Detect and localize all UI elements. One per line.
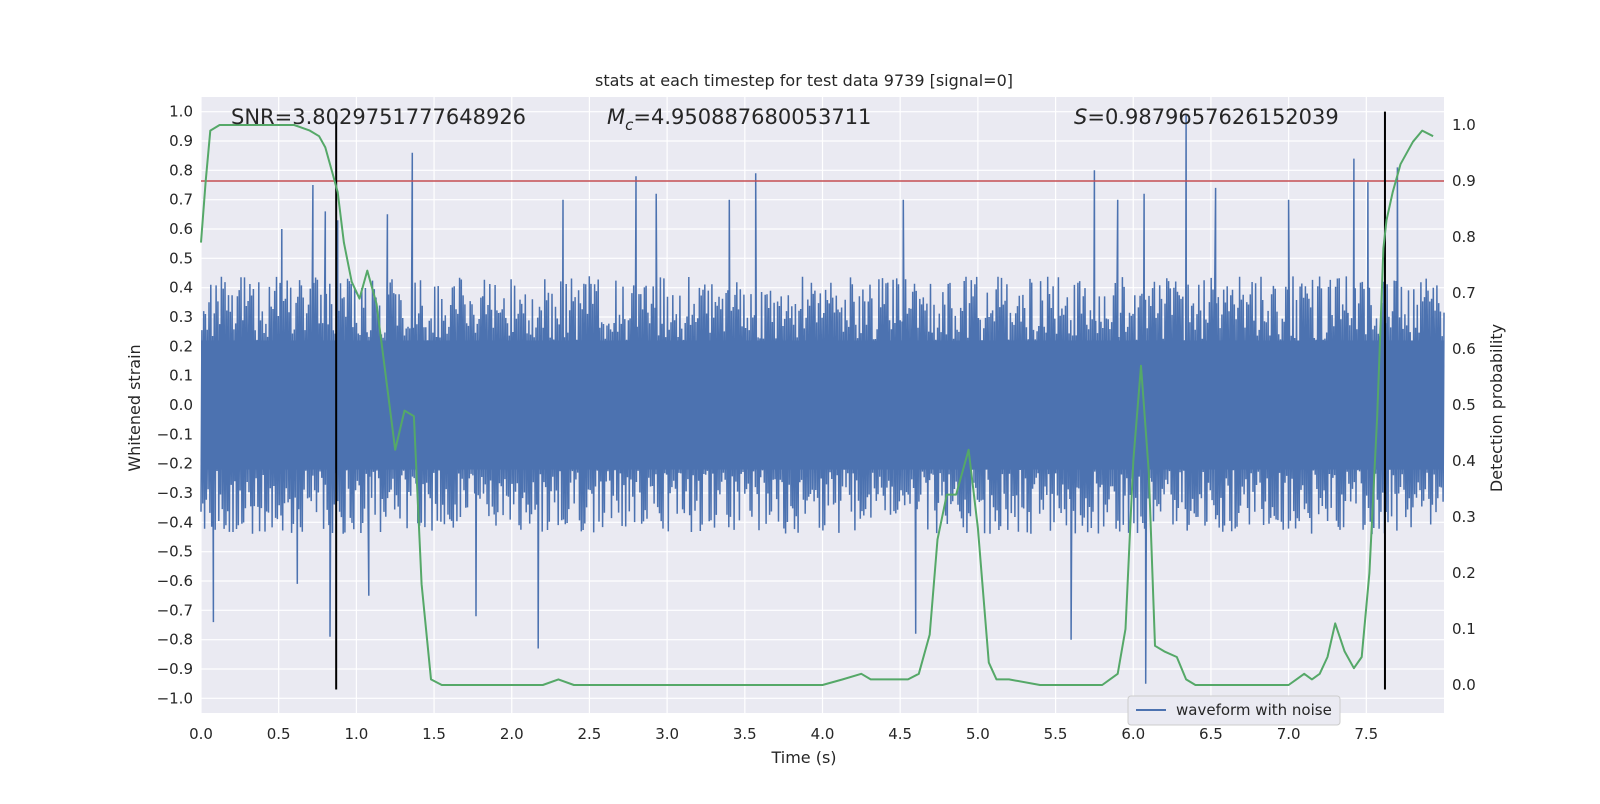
x-tick-label: 4.5 xyxy=(888,725,912,743)
y-left-tick-label: −0.1 xyxy=(157,425,193,443)
y-right-tick-label: 0.2 xyxy=(1452,564,1476,582)
chart-title: stats at each timestep for test data 973… xyxy=(595,71,1013,90)
legend-box xyxy=(1127,695,1341,726)
y-right-tick-label: 0.0 xyxy=(1452,676,1476,694)
y-left-tick-label: 1.0 xyxy=(169,103,193,121)
y-left-tick-label: −0.7 xyxy=(157,601,193,619)
y-left-tick-label: 0.2 xyxy=(169,337,193,355)
x-tick-label: 6.0 xyxy=(1121,725,1145,743)
y-left-tick-label: −0.5 xyxy=(157,543,193,561)
s-value: =0.9879657626152039 xyxy=(1087,105,1338,129)
x-tick-label: 3.5 xyxy=(733,725,757,743)
y-right-tick-label: 0.5 xyxy=(1452,396,1476,414)
y-left-tick-label: 0.1 xyxy=(169,367,193,385)
y-left-tick-label: 0.0 xyxy=(169,396,193,414)
x-tick-label: 3.0 xyxy=(655,725,679,743)
y-right-axis-title: Detection probability xyxy=(1487,324,1506,492)
y-left-tick-label: −0.3 xyxy=(157,484,193,502)
y-left-axis-ticks: 1.0 0.9 0.8 0.7 0.6 0.5 0.4 0.3 0.2 0.1 0.0 −0.1 −0.… xyxy=(157,103,193,708)
x-tick-label: 1.0 xyxy=(344,725,368,743)
x-tick-label: 6.5 xyxy=(1199,725,1223,743)
waveform-series xyxy=(200,114,1445,684)
snr-annotation: SNR=3.8029751777648926 xyxy=(231,105,526,129)
x-tick-label: 5.0 xyxy=(966,725,990,743)
y-right-axis-ticks: 1.0 0.9 0.8 0.7 0.6 0.5 0.4 0.3 0.2 0.1 0.0 xyxy=(1452,116,1476,694)
y-left-tick-label: −0.9 xyxy=(157,660,193,678)
detection-probability-line xyxy=(200,124,1434,686)
y-left-tick-label: 0.5 xyxy=(169,249,193,267)
x-tick-label: 7.0 xyxy=(1277,725,1301,743)
s-annotation: S=0.9879657626152039 xyxy=(1074,105,1339,129)
vertical-markers xyxy=(335,111,1386,690)
y-right-tick-label: 0.3 xyxy=(1452,508,1476,526)
y-right-tick-label: 0.9 xyxy=(1452,172,1476,190)
x-tick-label: 0.0 xyxy=(189,725,213,743)
y-right-tick-label: 0.4 xyxy=(1452,452,1476,470)
y-left-tick-label: −0.8 xyxy=(157,631,193,649)
legend-label: waveform with noise xyxy=(1176,701,1332,719)
y-left-tick-label: 0.3 xyxy=(169,308,193,326)
y-left-tick-label: −0.6 xyxy=(157,572,193,590)
y-left-tick-label: −0.2 xyxy=(157,455,193,473)
x-tick-label: 5.5 xyxy=(1044,725,1068,743)
y-left-tick-label: 0.8 xyxy=(169,161,193,179)
x-tick-label: 2.0 xyxy=(500,725,524,743)
y-right-tick-label: 0.1 xyxy=(1452,620,1476,638)
y-left-axis-title: Whitened strain xyxy=(125,344,144,471)
x-axis-title: Time (s) xyxy=(770,748,836,767)
mc-subscript: c xyxy=(625,116,634,134)
mc-annotation: Mc=4.950887680053711 xyxy=(607,105,871,134)
x-tick-label: 2.5 xyxy=(578,725,602,743)
legend: waveform with noise xyxy=(1127,695,1341,726)
y-left-tick-label: 0.7 xyxy=(169,191,193,209)
mc-value: =4.950887680053711 xyxy=(633,105,871,129)
y-left-tick-label: 0.4 xyxy=(169,279,193,297)
mc-symbol: M xyxy=(607,105,625,129)
x-tick-label: 1.5 xyxy=(422,725,446,743)
y-right-tick-label: 1.0 xyxy=(1452,116,1476,134)
x-tick-label: 0.5 xyxy=(267,725,291,743)
y-left-tick-label: −0.4 xyxy=(157,513,193,531)
s-symbol: S xyxy=(1074,105,1087,129)
y-right-tick-label: 0.6 xyxy=(1452,340,1476,358)
x-tick-label: 4.0 xyxy=(811,725,835,743)
x-axis-ticks: 0.0 0.5 1.0 1.5 2.0 2.5 3.0 3.5 4.0 4.5 5.0 5.5 6.0 6… xyxy=(189,725,1378,743)
y-right-tick-label: 0.7 xyxy=(1452,284,1476,302)
y-left-tick-label: −1.0 xyxy=(157,689,193,707)
y-left-tick-label: 0.6 xyxy=(169,220,193,238)
y-left-tick-label: 0.9 xyxy=(169,132,193,150)
x-tick-label: 7.5 xyxy=(1354,725,1378,743)
y-right-tick-label: 0.8 xyxy=(1452,228,1476,246)
waveform-dense-band xyxy=(201,340,1444,470)
